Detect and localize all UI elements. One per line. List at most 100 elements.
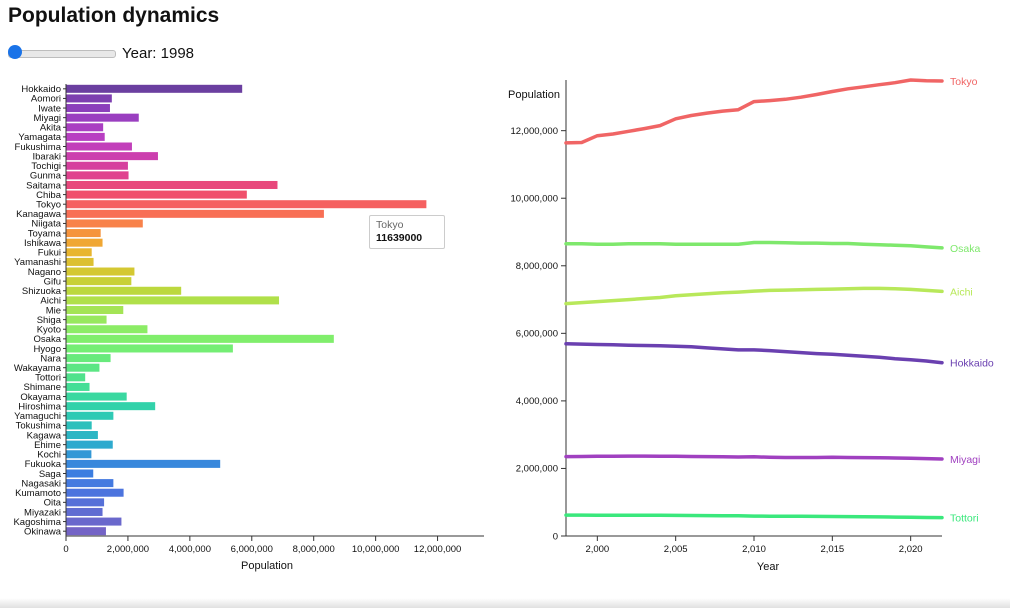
bar-yamaguchi: [66, 411, 114, 420]
series-line-tottori: [564, 513, 944, 520]
bar-iwate: [66, 104, 110, 113]
tooltip-value: 11639000: [376, 232, 423, 244]
bar-gifu: [66, 277, 132, 286]
year-slider-rail[interactable]: [8, 50, 116, 58]
y-tick-label: Saitama: [26, 180, 62, 191]
bar-miyagi: [66, 113, 139, 122]
x-tick-label: 0: [63, 544, 68, 555]
x-tick-label: 2,005: [664, 544, 688, 555]
y-tick-label: Yamanashi: [14, 257, 61, 268]
series-label-aichi: Aichi: [950, 286, 973, 298]
bar-kumamoto: [66, 488, 124, 497]
series-label-osaka: Osaka: [950, 243, 981, 255]
bar-aomori: [66, 94, 112, 103]
bar-ibaraki: [66, 152, 158, 161]
y-tick-label: Okayama: [20, 392, 61, 403]
series-label-tottori: Tottori: [950, 513, 979, 525]
series-label-tokyo: Tokyo: [950, 76, 978, 88]
y-tick-label: Okinawa: [24, 526, 62, 537]
y-tick-label: 12,000,000: [510, 126, 558, 137]
y-tick-label: Miyagi: [34, 113, 61, 124]
year-label: Year: 1998: [122, 44, 195, 62]
y-tick-label: 6,000,000: [516, 329, 558, 340]
bar-nagano: [66, 267, 135, 276]
y-tick-label: Kagoshima: [13, 517, 61, 528]
bar-saitama: [66, 180, 278, 189]
y-tick-label: Niigata: [31, 219, 61, 230]
y-tick-label: Tokyo: [36, 200, 61, 211]
bar-nagasaki: [66, 479, 114, 488]
y-tick-label: Gunma: [30, 171, 62, 182]
bar-kanagawa: [66, 209, 324, 218]
y-tick-label: Gifu: [44, 276, 61, 287]
y-tick-label: Fukuoka: [25, 459, 62, 470]
bar-tottori: [66, 373, 86, 382]
year-slider-knob[interactable]: [8, 45, 22, 59]
series-line-miyagi: [564, 454, 944, 461]
y-tick-label: Toyama: [28, 228, 62, 239]
x-tick-label: 8,000,000: [293, 544, 335, 555]
y-tick-label: Tottori: [35, 373, 61, 384]
bar-fukuoka: [66, 459, 221, 468]
bar-kagoshima: [66, 517, 122, 526]
y-tick-label: Shiga: [37, 315, 62, 326]
bar-gunma: [66, 171, 129, 180]
tooltip-name: Tokyo: [376, 219, 404, 231]
series-line-hokkaido: [564, 342, 944, 365]
y-tick-label: Saga: [39, 469, 62, 480]
series-line-tokyo: [564, 78, 944, 145]
y-tick-label: Fukushima: [15, 142, 62, 153]
y-tick-label: Ehime: [34, 440, 61, 451]
bar-yamanashi: [66, 257, 94, 266]
bar-okayama: [66, 392, 127, 401]
y-tick-label: Kagawa: [27, 430, 62, 441]
line-chart: 0 2,000,000 4,000,000 6,000,000 8,000,000 10,…: [508, 76, 994, 573]
y-tick-label: 10,000,000: [510, 194, 558, 205]
y-tick-label: Wakayama: [14, 363, 62, 374]
y-tick-label: Nara: [40, 353, 61, 364]
bar-oita: [66, 498, 105, 507]
y-tick-label: Chiba: [36, 190, 62, 201]
y-tick-label: Ishikawa: [24, 238, 62, 249]
bar-yamagata: [66, 132, 105, 141]
y-tick-label: Kochi: [37, 450, 61, 461]
y-tick-label: Kanagawa: [16, 209, 62, 220]
y-tick-label: Oita: [44, 498, 62, 509]
y-tick-label: Tokushima: [16, 421, 62, 432]
y-tick-label: Nagasaki: [21, 478, 61, 489]
bar-okinawa: [66, 527, 106, 536]
y-tick-label: Shizuoka: [22, 286, 62, 297]
y-tick-label: Ibaraki: [32, 151, 61, 162]
tooltip: Tokyo 11639000: [369, 215, 445, 249]
series-line-osaka: [564, 240, 944, 250]
y-tick-label: Hokkaido: [21, 84, 61, 95]
x-axis-title: Year: [757, 561, 780, 573]
y-tick-label: Tochigi: [31, 161, 61, 172]
y-tick-label: 2,000,000: [516, 464, 558, 475]
y-tick-label: Iwate: [38, 103, 61, 114]
series-label-hokkaido: Hokkaido: [950, 358, 994, 370]
bar-shimane: [66, 382, 90, 391]
x-tick-label: 6,000,000: [231, 544, 273, 555]
bar-kyoto: [66, 325, 148, 334]
bar-kochi: [66, 450, 92, 459]
y-tick-label: 4,000,000: [516, 396, 558, 407]
bar-miyazaki: [66, 507, 103, 516]
bar-toyama: [66, 229, 101, 238]
bar-shiga: [66, 315, 107, 324]
y-tick-label: Aichi: [40, 296, 61, 307]
x-tick-label: 2,020: [899, 544, 923, 555]
x-tick-label: 10,000,000: [352, 544, 400, 555]
y-tick-label: Hyogo: [34, 344, 61, 355]
bar-hyogo: [66, 344, 233, 353]
x-tick-label: 2,000: [585, 544, 609, 555]
bar-aichi: [66, 296, 280, 305]
x-axis-title: Population: [241, 560, 293, 572]
year-controls: Year: 1998: [8, 44, 194, 62]
x-tick-label: 2,015: [820, 544, 844, 555]
year-slider[interactable]: [8, 44, 116, 62]
y-tick-label: Osaka: [34, 334, 62, 345]
y-tick-label: Fukui: [38, 248, 61, 259]
bar-fukushima: [66, 142, 132, 151]
bar-ishikawa: [66, 238, 103, 247]
